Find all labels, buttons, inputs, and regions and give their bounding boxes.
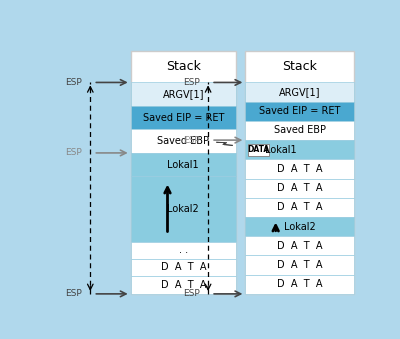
Bar bbox=[131, 259, 236, 276]
Text: D  A  T  A: D A T A bbox=[160, 280, 206, 290]
Text: ARGV[1]: ARGV[1] bbox=[162, 89, 204, 99]
Bar bbox=[245, 121, 354, 140]
Text: Lokal1: Lokal1 bbox=[266, 145, 297, 155]
Text: ARGV[1]: ARGV[1] bbox=[279, 87, 320, 97]
Text: D  A  T  A: D A T A bbox=[277, 279, 322, 289]
Bar bbox=[245, 198, 354, 217]
Bar bbox=[245, 159, 354, 179]
Text: ESP: ESP bbox=[66, 78, 82, 87]
Polygon shape bbox=[216, 142, 233, 145]
Text: . .: . . bbox=[179, 245, 188, 255]
Bar bbox=[131, 276, 236, 294]
Bar bbox=[245, 51, 354, 294]
Bar bbox=[245, 236, 354, 255]
Bar bbox=[131, 129, 236, 153]
Text: ESP: ESP bbox=[66, 290, 82, 298]
Text: Saved EBP: Saved EBP bbox=[157, 136, 209, 146]
Text: D  A  T  A: D A T A bbox=[277, 241, 322, 251]
Bar bbox=[131, 153, 236, 176]
Text: Lokal1: Lokal1 bbox=[168, 160, 199, 170]
Text: DATA: DATA bbox=[247, 145, 270, 154]
Text: D  A  T  A: D A T A bbox=[277, 260, 322, 270]
Text: D  A  T  A: D A T A bbox=[277, 202, 322, 212]
Text: Stack: Stack bbox=[166, 60, 201, 73]
Text: D  A  T  A: D A T A bbox=[277, 164, 322, 174]
Text: ESP: ESP bbox=[183, 136, 200, 145]
Bar bbox=[245, 179, 354, 198]
Text: Saved EIP = RET: Saved EIP = RET bbox=[143, 113, 224, 123]
Text: D  A  T  A: D A T A bbox=[277, 183, 322, 193]
Text: ESP: ESP bbox=[183, 290, 200, 298]
Text: Stack: Stack bbox=[282, 60, 317, 73]
Bar bbox=[131, 82, 236, 106]
Bar bbox=[245, 82, 354, 102]
Bar bbox=[245, 140, 354, 159]
Bar bbox=[245, 255, 354, 275]
Bar bbox=[245, 102, 354, 121]
Bar bbox=[131, 242, 236, 259]
Bar bbox=[245, 217, 354, 236]
Bar bbox=[248, 144, 269, 156]
Text: Saved EBP: Saved EBP bbox=[274, 125, 326, 136]
Bar bbox=[131, 176, 236, 242]
Bar bbox=[245, 275, 354, 294]
Text: Lokal2: Lokal2 bbox=[168, 204, 199, 214]
Text: ESP: ESP bbox=[66, 148, 82, 157]
Bar bbox=[131, 106, 236, 129]
Text: D  A  T  A: D A T A bbox=[160, 262, 206, 273]
Text: Lokal2: Lokal2 bbox=[284, 222, 316, 232]
Bar bbox=[131, 51, 236, 294]
Text: Saved EIP = RET: Saved EIP = RET bbox=[259, 106, 340, 116]
Text: ESP: ESP bbox=[183, 78, 200, 87]
